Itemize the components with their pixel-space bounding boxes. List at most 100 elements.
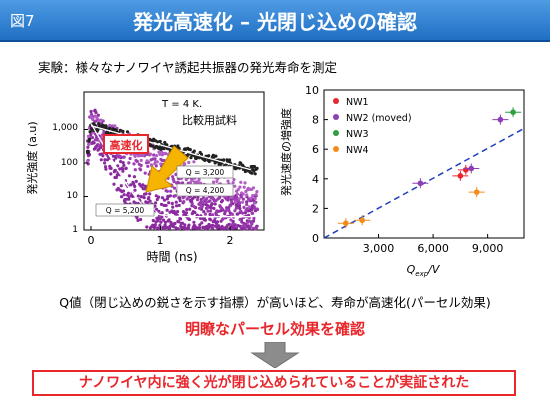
decay-point (236, 188, 240, 192)
q-label-5200: Q = 5,200 (106, 206, 145, 215)
decay-point (200, 205, 204, 209)
decay-point (234, 206, 238, 210)
purcell-xlabel: Qexp/V (407, 263, 441, 278)
decay-point (139, 158, 143, 162)
decay-point (173, 186, 177, 190)
decay-point (213, 202, 217, 206)
decay-point (231, 222, 235, 226)
decay-xlabel: 時間 (ns) (146, 250, 197, 264)
decay-point (240, 220, 244, 224)
decay-point (151, 218, 155, 223)
decay-point (133, 188, 137, 192)
decay-point (86, 145, 90, 149)
decay-point (103, 165, 108, 169)
decay-point (171, 175, 175, 179)
decay-point (190, 202, 194, 206)
purcell-ylabel: 発光速度の増強度 (279, 108, 293, 196)
decay-point (143, 171, 147, 175)
decay-point (201, 201, 205, 205)
decay-point (188, 207, 192, 211)
speedup-box (103, 134, 149, 154)
decay-point (111, 154, 115, 158)
decay-point (250, 222, 254, 226)
decay-point (178, 199, 182, 203)
decay-point (197, 206, 202, 210)
decay-point (210, 202, 214, 206)
decay-point (208, 212, 212, 217)
decay-ylabel: 発光強度 (a.u) (25, 121, 39, 194)
decay-point (207, 154, 211, 158)
decay-point (133, 184, 137, 188)
legend-label: NW3 (346, 129, 369, 140)
decay-point (104, 167, 108, 171)
decay-point (184, 227, 188, 231)
decay-point (122, 193, 126, 197)
decay-point (122, 163, 126, 167)
decay-point (236, 212, 240, 216)
decay-point (227, 222, 231, 226)
decay-point (240, 224, 244, 228)
decay-point (192, 205, 196, 209)
decay-point (211, 213, 215, 217)
decay-point (247, 205, 251, 209)
data-point-nw4 (359, 217, 365, 224)
figure-label: 図7 (10, 12, 35, 30)
down-arrow-icon (250, 342, 300, 368)
decay-point (224, 197, 228, 201)
decay-point (141, 153, 145, 157)
decay-point (195, 198, 200, 202)
decay-point (132, 162, 136, 166)
decay-xtick-1: 1 (157, 234, 164, 247)
decay-point (112, 182, 116, 186)
decay-point (211, 223, 215, 227)
decay-point (101, 154, 105, 158)
decay-point (99, 158, 103, 162)
decay-point (197, 226, 202, 230)
decay-point (205, 206, 209, 210)
decay-point (245, 207, 249, 211)
decay-point (100, 135, 104, 139)
decay-point (177, 220, 181, 224)
decay-point (125, 130, 130, 134)
decay-point (173, 221, 177, 226)
decay-point (155, 160, 159, 164)
decay-point (173, 194, 177, 198)
legend-label: NW1 (346, 97, 369, 108)
decay-point (89, 109, 93, 114)
decay-point (146, 201, 150, 205)
decay-point (178, 217, 183, 221)
decay-point (165, 189, 169, 193)
legend-marker (333, 130, 339, 136)
decay-point (121, 189, 126, 193)
decay-point (201, 196, 205, 200)
decay-point (193, 195, 197, 199)
decay-point (139, 163, 143, 168)
decay-point (254, 193, 258, 197)
decay-point (119, 160, 123, 164)
decay-point (157, 209, 161, 213)
decay-point (187, 227, 191, 231)
decay-point (109, 172, 113, 176)
decay-point (155, 197, 159, 202)
decay-point (248, 199, 252, 203)
decay-point (121, 169, 125, 173)
temperature-label: T = 4 K. (161, 99, 202, 110)
decay-point (241, 197, 245, 201)
q-label-4200: Q = 4,200 (186, 186, 225, 195)
decay-point (214, 154, 218, 158)
decay-point (145, 225, 149, 229)
decay-point (217, 196, 221, 200)
purcell-ytick-label: 8 (312, 114, 319, 127)
decay-point (253, 172, 257, 176)
decay-point (176, 227, 180, 231)
decay-point (198, 223, 202, 227)
explanation-text: Q値（閉じ込めの鋭さを示す指標）が高いほど、寿命が高速化(パーセル効果) (59, 295, 491, 310)
decay-point (200, 221, 204, 225)
experiment-subtitle: 実験：様々なナノワイヤ誘起共振器の発光寿命を測定 (38, 60, 338, 75)
decay-point (182, 200, 186, 204)
decay-point (103, 158, 107, 162)
decay-point (176, 144, 180, 148)
decay-point (116, 164, 120, 168)
decay-point (177, 203, 181, 207)
decay-point (133, 168, 137, 172)
